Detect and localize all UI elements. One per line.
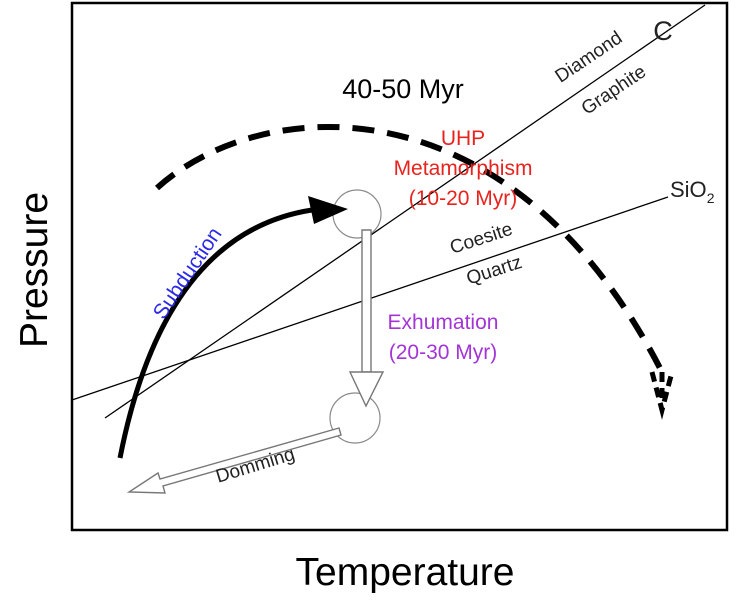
silica-label-subscript: 2 [707,190,715,206]
silica-label-main: SiO [670,177,707,202]
carbon-label: C [653,16,673,46]
y-axis-label: Pressure [13,192,56,348]
diamond-graphite-line [104,4,706,419]
uhp-label-line1: UHP [441,127,485,150]
overall-duration-label: 40-50 Myr [342,74,464,104]
uhp-label-line3: (10-20 Myr) [409,187,518,210]
exhumation-arrowhead [348,371,385,408]
exhumation-label-line1: Exhumation [388,311,499,334]
silica-label: SiO2 [670,177,715,206]
overall-dashed-arrowhead [649,371,675,420]
subduction-arrow [117,207,313,459]
exhumation-label-line2: (20-30 Myr) [389,341,498,364]
exhumation-arrow-shaft [361,229,372,373]
exhumation-point-circle [329,392,381,444]
x-axis-label: Temperature [296,551,515,594]
quartz-label: Quartz [464,252,525,290]
uhp-label-line2: Metamorphism [394,157,533,180]
overall-dashed-path [154,124,665,374]
subduction-label: Subduction [149,223,227,323]
subduction-arrowhead [308,196,348,224]
plot-frame [70,1,729,532]
domming-label: Domming [213,444,297,488]
domming-arrow [126,427,342,494]
uhp-point-circle [332,189,382,239]
